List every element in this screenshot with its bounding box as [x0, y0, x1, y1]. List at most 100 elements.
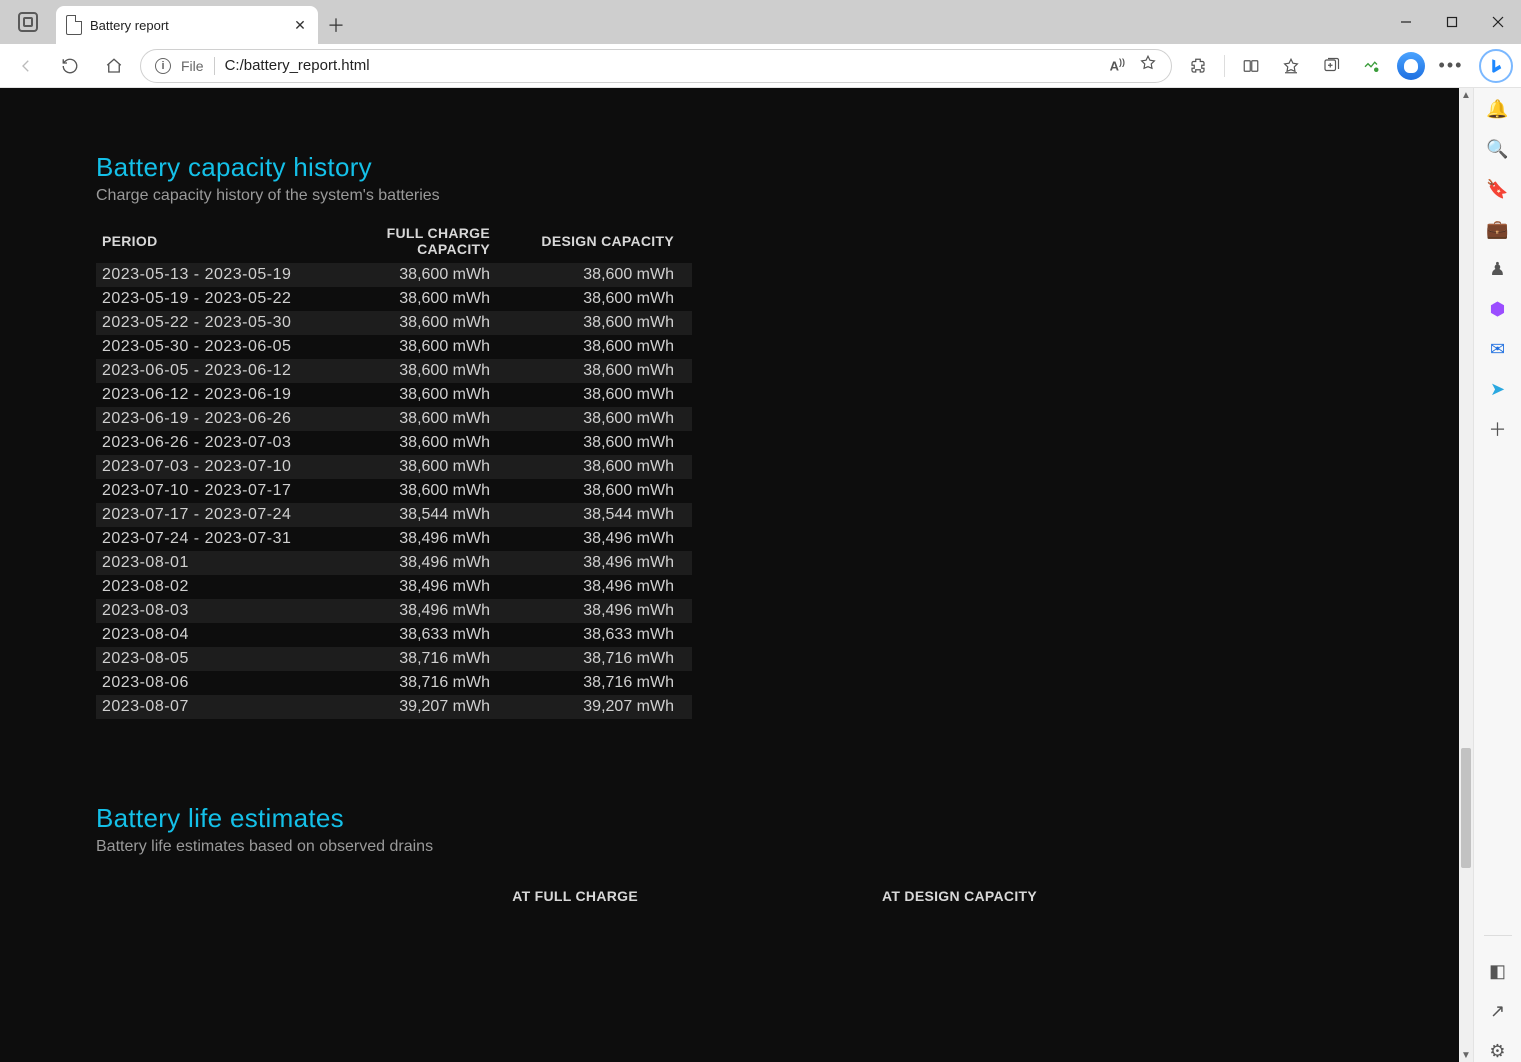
cell-period: 2023-07-03 - 2023-07-10 [96, 455, 324, 479]
table-row: 2023-05-13 - 2023-05-1938,600 mWh38,600 … [96, 263, 692, 287]
new-tab-button[interactable]: ＋ [318, 6, 354, 44]
minimize-button[interactable] [1383, 0, 1429, 44]
cell-full-charge: 38,716 mWh [324, 671, 508, 695]
table-row: 2023-07-24 - 2023-07-3138,496 mWh38,496 … [96, 527, 692, 551]
browser-toolbar: i File C:/battery_report.html A)) ••• [0, 44, 1521, 88]
table-row: 2023-08-0739,207 mWh39,207 mWh [96, 695, 692, 719]
cell-design: 38,496 mWh [508, 599, 692, 623]
games-icon[interactable]: ♟ [1487, 258, 1509, 280]
cell-full-charge: 38,600 mWh [324, 407, 508, 431]
site-info[interactable]: i File [155, 57, 215, 75]
edge-sidebar: 🔔 🔍 🔖 💼 ♟ ⬢ ✉ ➤ ＋ ◧ ↗ ⚙ [1473, 88, 1521, 1062]
cell-period: 2023-05-19 - 2023-05-22 [96, 287, 324, 311]
notifications-icon[interactable]: 🔔 [1487, 98, 1509, 120]
table-header-row: AT FULL CHARGE AT DESIGN CAPACITY [96, 870, 1055, 910]
info-icon: i [155, 58, 171, 74]
cell-full-charge: 39,207 mWh [324, 695, 508, 719]
sidebar-toggle-icon[interactable]: ◧ [1487, 960, 1509, 982]
cell-design: 38,496 mWh [508, 527, 692, 551]
back-button[interactable] [8, 48, 44, 84]
cell-full-charge: 38,496 mWh [324, 599, 508, 623]
divider [1484, 935, 1512, 936]
cell-full-charge: 38,633 mWh [324, 623, 508, 647]
search-icon[interactable]: 🔍 [1487, 138, 1509, 160]
vertical-scrollbar[interactable]: ▲ ▼ [1459, 88, 1473, 1062]
profile-button[interactable] [1393, 48, 1429, 84]
add-icon[interactable]: ＋ [1487, 418, 1509, 440]
cell-period: 2023-08-02 [96, 575, 324, 599]
refresh-button[interactable] [52, 48, 88, 84]
cell-full-charge: 38,600 mWh [324, 431, 508, 455]
cell-design: 38,600 mWh [508, 359, 692, 383]
table-row: 2023-06-26 - 2023-07-0338,600 mWh38,600 … [96, 431, 692, 455]
cell-full-charge: 38,600 mWh [324, 359, 508, 383]
maximize-button[interactable] [1429, 0, 1475, 44]
collections-button[interactable] [1313, 48, 1349, 84]
cell-period: 2023-06-12 - 2023-06-19 [96, 383, 324, 407]
read-aloud-icon[interactable]: A)) [1110, 57, 1125, 73]
close-window-button[interactable] [1475, 0, 1521, 44]
office-icon[interactable]: ⬢ [1487, 298, 1509, 320]
table-row: 2023-06-12 - 2023-06-1938,600 mWh38,600 … [96, 383, 692, 407]
cell-full-charge: 38,496 mWh [324, 575, 508, 599]
bing-chat-button[interactable] [1479, 49, 1513, 83]
table-row: 2023-08-0538,716 mWh38,716 mWh [96, 647, 692, 671]
col-design: DESIGN CAPACITY [508, 219, 692, 263]
cell-period: 2023-06-26 - 2023-07-03 [96, 431, 324, 455]
estimates-table: AT FULL CHARGE AT DESIGN CAPACITY [96, 870, 1055, 910]
settings-icon[interactable]: ⚙ [1487, 1040, 1509, 1062]
cell-design: 38,544 mWh [508, 503, 692, 527]
cell-design: 38,716 mWh [508, 647, 692, 671]
table-header-row: PERIOD FULL CHARGE CAPACITY DESIGN CAPAC… [96, 219, 692, 263]
col-spacer [96, 870, 436, 910]
table-row: 2023-08-0338,496 mWh38,496 mWh [96, 599, 692, 623]
cell-period: 2023-08-03 [96, 599, 324, 623]
cell-full-charge: 38,600 mWh [324, 287, 508, 311]
avatar-icon [1397, 52, 1425, 80]
cell-period: 2023-08-07 [96, 695, 324, 719]
file-icon [66, 15, 82, 35]
section-title: Battery life estimates [96, 803, 1459, 834]
cell-full-charge: 38,716 mWh [324, 647, 508, 671]
browser-tab[interactable]: Battery report ✕ [56, 6, 318, 44]
cell-period: 2023-08-05 [96, 647, 324, 671]
table-row: 2023-07-10 - 2023-07-1738,600 mWh38,600 … [96, 479, 692, 503]
cell-period: 2023-05-22 - 2023-05-30 [96, 311, 324, 335]
col-period: PERIOD [96, 219, 324, 263]
cell-period: 2023-08-01 [96, 551, 324, 575]
home-button[interactable] [96, 48, 132, 84]
cell-design: 38,600 mWh [508, 479, 692, 503]
scroll-up-button[interactable]: ▲ [1459, 88, 1473, 102]
close-tab-button[interactable]: ✕ [292, 17, 308, 33]
cell-design: 38,600 mWh [508, 383, 692, 407]
cell-period: 2023-08-06 [96, 671, 324, 695]
scroll-down-button[interactable]: ▼ [1459, 1048, 1473, 1062]
menu-button[interactable]: ••• [1433, 48, 1469, 84]
performance-button[interactable] [1353, 48, 1389, 84]
cell-design: 38,600 mWh [508, 455, 692, 479]
titlebar: Battery report ✕ ＋ [0, 0, 1521, 44]
table-row: 2023-05-19 - 2023-05-2238,600 mWh38,600 … [96, 287, 692, 311]
cell-period: 2023-07-10 - 2023-07-17 [96, 479, 324, 503]
address-bar[interactable]: i File C:/battery_report.html A)) [140, 49, 1172, 83]
cell-design: 38,496 mWh [508, 575, 692, 599]
toolbox-icon[interactable]: 💼 [1487, 218, 1509, 240]
cell-period: 2023-08-04 [96, 623, 324, 647]
favorite-icon[interactable] [1139, 54, 1157, 77]
cell-period: 2023-05-30 - 2023-06-05 [96, 335, 324, 359]
cell-full-charge: 38,600 mWh [324, 263, 508, 287]
outlook-icon[interactable]: ✉ [1487, 338, 1509, 360]
extensions-button[interactable] [1180, 48, 1216, 84]
tab-actions-button[interactable] [0, 0, 56, 44]
tab-title: Battery report [90, 18, 284, 33]
cell-design: 38,600 mWh [508, 431, 692, 455]
open-link-icon[interactable]: ↗ [1487, 1000, 1509, 1022]
split-screen-button[interactable] [1233, 48, 1269, 84]
cell-full-charge: 38,544 mWh [324, 503, 508, 527]
cell-full-charge: 38,600 mWh [324, 311, 508, 335]
send-icon[interactable]: ➤ [1487, 378, 1509, 400]
col-full-charge: FULL CHARGE CAPACITY [324, 219, 508, 263]
shopping-tag-icon[interactable]: 🔖 [1487, 178, 1509, 200]
favorites-button[interactable] [1273, 48, 1309, 84]
scrollbar-thumb[interactable] [1461, 748, 1471, 868]
